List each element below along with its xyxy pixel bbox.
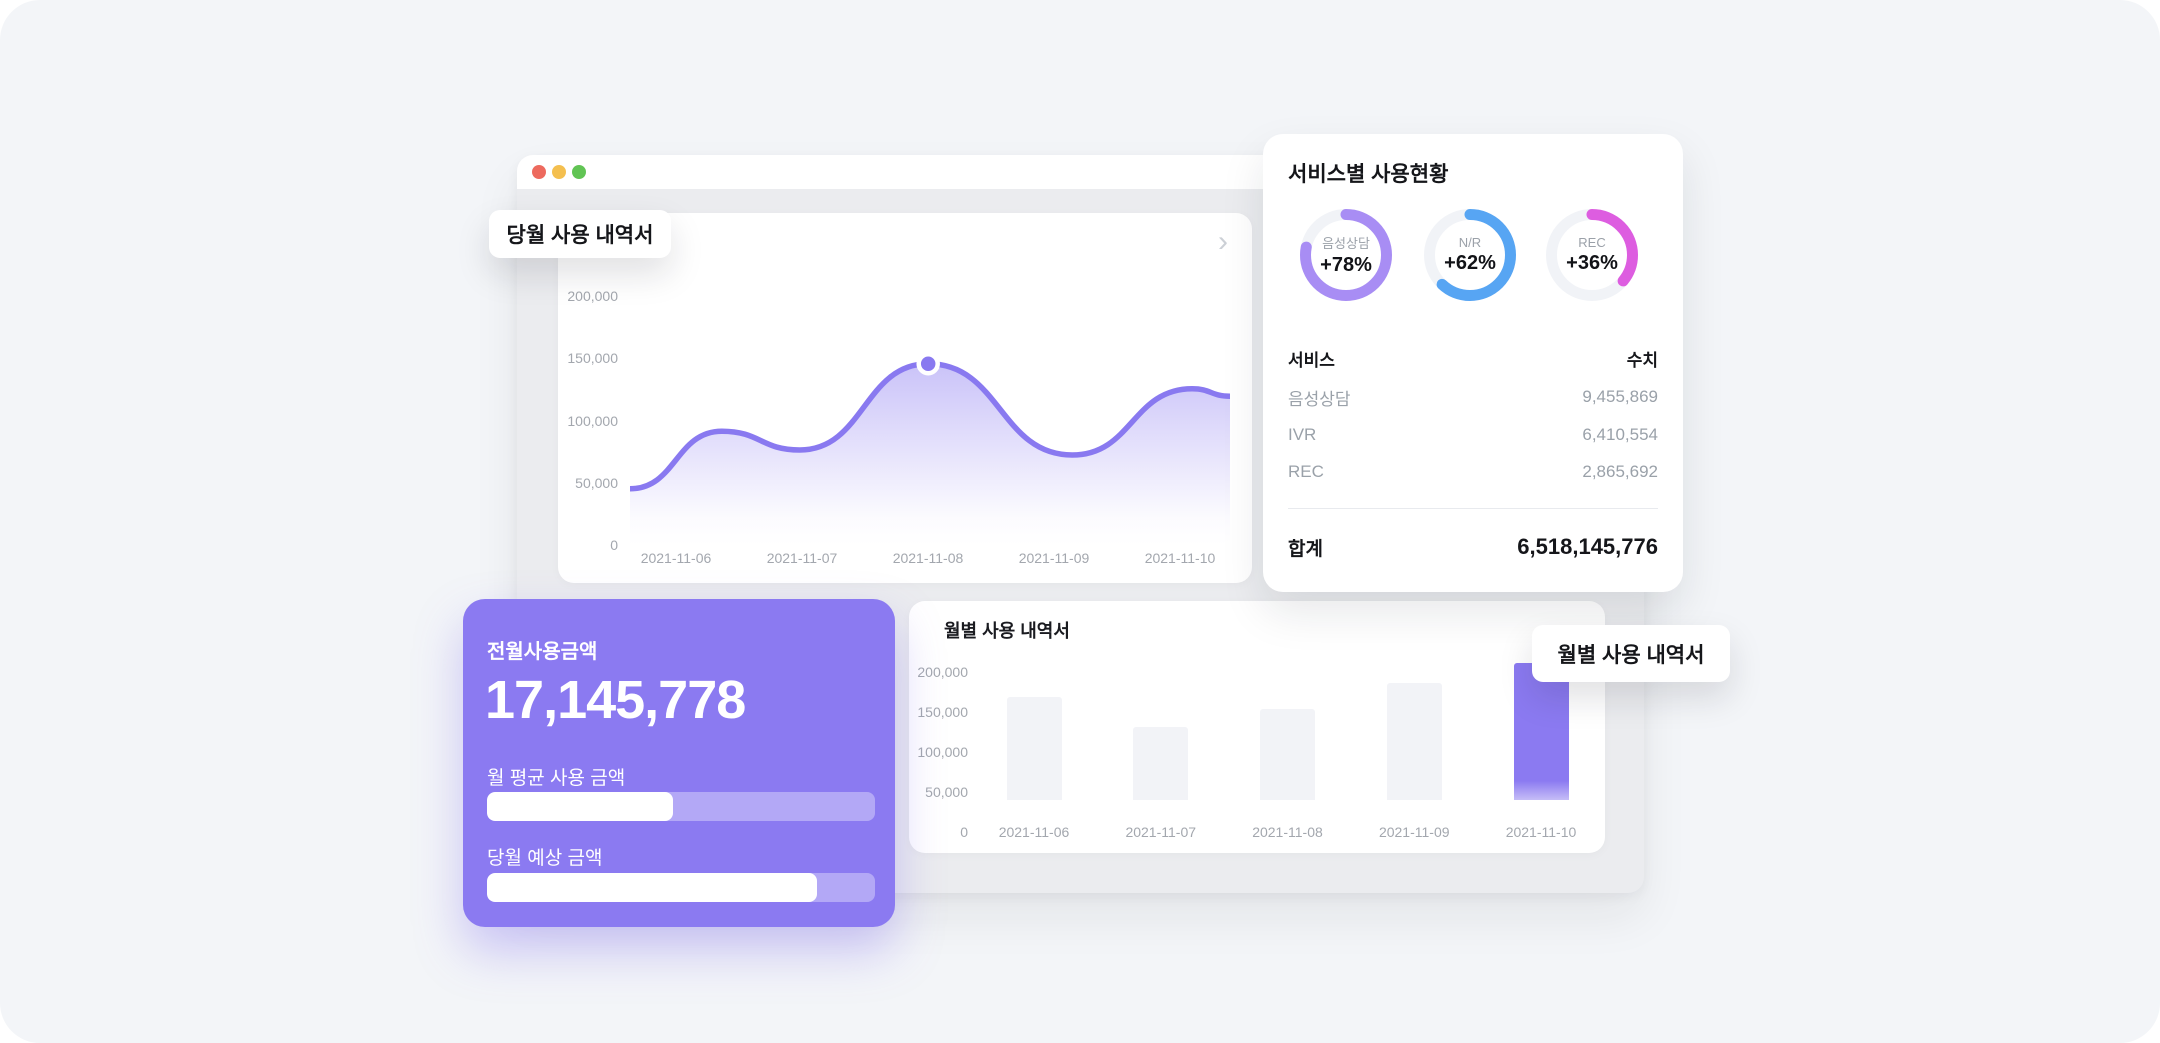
previous-month-amount-card: 전월사용금액 17,145,778 월 평균 사용 금액 당월 예상 금액: [463, 599, 895, 927]
row-value: 9,455,869: [1582, 387, 1658, 406]
line-xtick: 2021-11-09: [1018, 550, 1090, 566]
donut-voice: 음성상담 +78%: [1298, 207, 1394, 303]
line-ytick: 100,000: [567, 413, 618, 429]
bar-2021-11-08: [1260, 709, 1315, 800]
line-xtick: 2021-11-06: [640, 550, 712, 566]
bar-ytick: 150,000: [917, 704, 968, 720]
line-ytick: 200,000: [567, 288, 618, 304]
table-total-row: 합계 6,518,145,776: [1288, 532, 1658, 562]
avg-usage-label: 월 평균 사용 금액: [487, 768, 626, 789]
line-xaxis: 2021-11-06 2021-11-07 2021-11-08 2021-11…: [613, 550, 1243, 566]
column-service: 서비스: [1288, 350, 1335, 370]
bar-ytick: 100,000: [917, 744, 968, 760]
bar-chart-title: 월별 사용 내역서: [944, 621, 1070, 641]
amount-card-title: 전월사용금액: [487, 641, 598, 663]
monthly-usage-chart-card: 월별 사용 내역서 200,000 150,000 100,000 50,000…: [909, 601, 1605, 853]
line-chart-plot: [630, 352, 1230, 545]
line-ytick: 150,000: [567, 350, 618, 366]
service-usage-panel: 서비스별 사용현황 음성상담 +78% N/R +62%: [1263, 134, 1683, 592]
donut-label: REC: [1578, 235, 1606, 250]
minimize-traffic-light-icon[interactable]: [552, 165, 566, 179]
bar-xtick: 2021-11-06: [998, 824, 1070, 840]
area-fill: [630, 363, 1230, 545]
bar-xtick: 2021-11-07: [1125, 824, 1197, 840]
line-xtick: 2021-11-10: [1144, 550, 1216, 566]
row-service: REC: [1288, 462, 1324, 481]
avg-usage-progressbar: [487, 792, 875, 821]
line-ytick: 50,000: [575, 475, 618, 491]
bar-xaxis: 2021-11-06 2021-11-07 2021-11-08 2021-11…: [971, 824, 1604, 840]
label-text: 월별 사용 내역서: [1557, 643, 1705, 667]
donut-percent: +36%: [1566, 252, 1618, 274]
bar-ytick: 200,000: [917, 664, 968, 680]
table-row: IVR 6,410,554: [1288, 423, 1658, 447]
bar-ytick: 0: [960, 824, 968, 840]
donut-label: 음성상담: [1322, 236, 1370, 251]
bar-xtick: 2021-11-09: [1378, 824, 1450, 840]
line-xtick: 2021-11-08: [892, 550, 964, 566]
donut-percent: +78%: [1320, 254, 1372, 276]
data-point-marker: [916, 352, 940, 376]
expected-amount-progressbar: [487, 873, 875, 902]
bar-2021-11-09: [1386, 683, 1442, 800]
total-label: 합계: [1288, 538, 1323, 560]
row-value: 6,410,554: [1582, 425, 1658, 444]
current-month-section-label: 당월 사용 내역서: [489, 210, 671, 258]
bar-ytick: 50,000: [925, 784, 968, 800]
maximize-traffic-light-icon[interactable]: [572, 165, 586, 179]
row-value: 2,865,692: [1582, 462, 1658, 481]
amount-value: 17,145,778: [485, 670, 746, 730]
panel-title: 서비스별 사용현황: [1288, 163, 1449, 186]
table-row: REC 2,865,692: [1288, 460, 1658, 484]
donut-rec: REC +36%: [1544, 207, 1640, 303]
close-traffic-light-icon[interactable]: [532, 165, 546, 179]
line-xtick: 2021-11-07: [766, 550, 838, 566]
bar-2021-11-07: [1133, 727, 1189, 800]
line-ytick: 0: [610, 537, 618, 553]
progress-fill: [487, 873, 817, 902]
expected-amount-label: 당월 예상 금액: [487, 848, 603, 869]
progress-fill: [487, 792, 674, 821]
column-value: 수치: [1626, 350, 1658, 370]
divider: [1288, 508, 1658, 509]
chevron-right-icon[interactable]: ›: [1218, 225, 1228, 258]
bar-series: [971, 601, 1604, 800]
table-row: 음성상담 9,455,869: [1288, 385, 1658, 409]
table-header-row: 서비스 수치: [1288, 346, 1658, 370]
donut-percent: +62%: [1444, 252, 1496, 274]
row-service: 음성상담: [1288, 389, 1351, 409]
row-service: IVR: [1288, 425, 1317, 444]
label-text: 당월 사용 내역서: [506, 224, 654, 247]
bar-2021-11-06: [1006, 697, 1062, 800]
monthly-section-label: 월별 사용 내역서: [1532, 625, 1730, 682]
bar-xtick: 2021-11-10: [1505, 824, 1577, 840]
daily-usage-chart-card: › 200,000 150,000 100,000 50,000 0 2021-…: [558, 213, 1252, 583]
donut-nr: N/R +62%: [1422, 207, 1518, 303]
donut-label: N/R: [1458, 235, 1482, 250]
total-value: 6,518,145,776: [1517, 534, 1658, 559]
bar-xtick: 2021-11-08: [1252, 824, 1323, 840]
bar-2021-11-10: [1513, 663, 1569, 800]
